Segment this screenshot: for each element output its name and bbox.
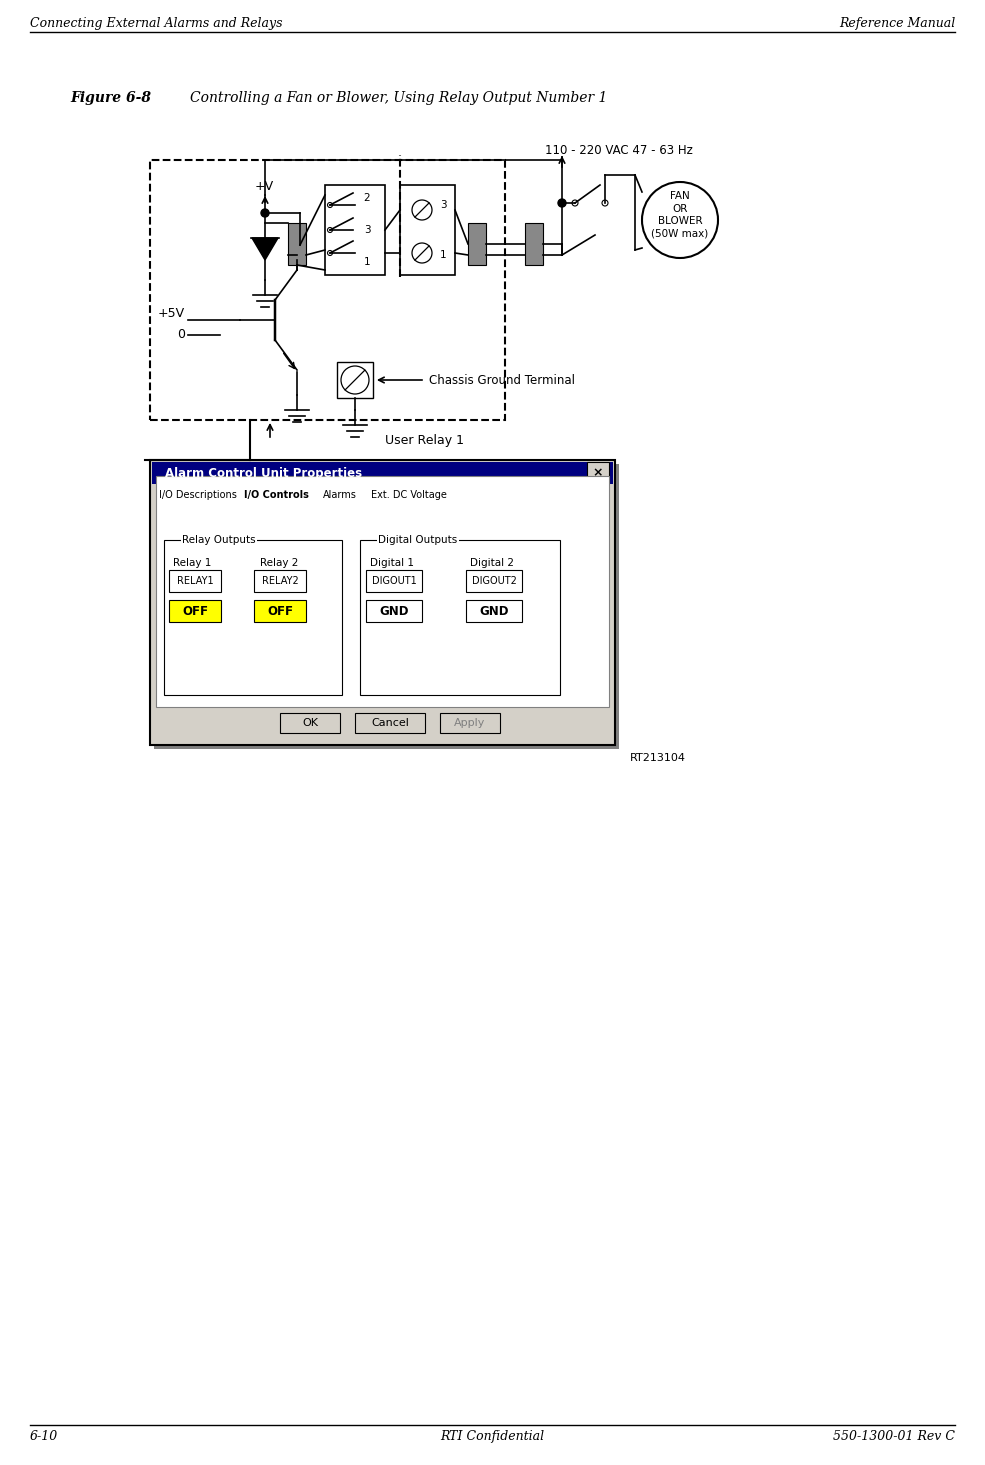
Text: Alarms: Alarms bbox=[323, 489, 357, 500]
Text: 1: 1 bbox=[439, 251, 446, 259]
Bar bbox=[150, 460, 615, 746]
Text: Ext. DC Voltage: Ext. DC Voltage bbox=[371, 489, 447, 500]
Text: I/O Descriptions: I/O Descriptions bbox=[159, 489, 237, 500]
Text: Digital Outputs: Digital Outputs bbox=[378, 535, 457, 545]
Text: FAN
OR
BLOWER
(50W max): FAN OR BLOWER (50W max) bbox=[651, 192, 708, 239]
Text: 6-10: 6-10 bbox=[30, 1430, 58, 1443]
Text: +V: +V bbox=[255, 180, 274, 193]
Text: 550-1300-01 Rev C: 550-1300-01 Rev C bbox=[833, 1430, 955, 1443]
Text: 3: 3 bbox=[363, 226, 370, 234]
Text: I/O Controls: I/O Controls bbox=[243, 489, 308, 500]
Bar bbox=[325, 185, 385, 275]
Bar bbox=[440, 713, 500, 732]
Text: RELAY2: RELAY2 bbox=[262, 576, 298, 586]
Text: 0: 0 bbox=[177, 328, 185, 341]
Bar bbox=[337, 362, 373, 398]
Text: 2: 2 bbox=[363, 193, 370, 204]
Bar bbox=[366, 601, 422, 623]
Bar bbox=[150, 160, 505, 420]
Bar bbox=[152, 461, 613, 483]
Bar bbox=[466, 570, 522, 592]
Bar bbox=[468, 223, 486, 265]
Bar bbox=[164, 541, 342, 694]
Bar bbox=[366, 570, 422, 592]
Bar bbox=[314, 483, 366, 505]
Text: Connecting External Alarms and Relays: Connecting External Alarms and Relays bbox=[30, 18, 283, 29]
Text: RELAY1: RELAY1 bbox=[176, 576, 214, 586]
Text: DIGOUT2: DIGOUT2 bbox=[472, 576, 516, 586]
Bar bbox=[360, 541, 560, 694]
Text: Digital 1: Digital 1 bbox=[370, 558, 414, 568]
Bar bbox=[254, 570, 306, 592]
Text: 3: 3 bbox=[439, 201, 446, 209]
Text: Controlling a Fan or Blower, Using Relay Output Number 1: Controlling a Fan or Blower, Using Relay… bbox=[190, 91, 608, 105]
Text: ×: × bbox=[593, 466, 603, 479]
Text: Apply: Apply bbox=[454, 718, 486, 728]
Text: RTI Confidential: RTI Confidential bbox=[440, 1430, 545, 1443]
Text: Cancel: Cancel bbox=[371, 718, 409, 728]
Bar bbox=[158, 483, 238, 505]
Text: Relay Outputs: Relay Outputs bbox=[182, 535, 256, 545]
Text: GND: GND bbox=[480, 605, 508, 618]
Text: DIGOUT1: DIGOUT1 bbox=[371, 576, 417, 586]
Circle shape bbox=[558, 199, 566, 207]
Bar bbox=[587, 461, 609, 483]
Text: Relay 2: Relay 2 bbox=[260, 558, 298, 568]
Text: 110 - 220 VAC 47 - 63 Hz: 110 - 220 VAC 47 - 63 Hz bbox=[545, 144, 692, 157]
Text: User Relay 1: User Relay 1 bbox=[385, 434, 464, 447]
Bar bbox=[525, 223, 543, 265]
Text: Alarm Control Unit Properties: Alarm Control Unit Properties bbox=[165, 466, 362, 479]
Bar bbox=[466, 601, 522, 623]
Text: OFF: OFF bbox=[182, 605, 208, 618]
Text: 1: 1 bbox=[363, 256, 370, 267]
Bar bbox=[280, 713, 340, 732]
Text: Reference Manual: Reference Manual bbox=[839, 18, 955, 29]
Bar bbox=[355, 713, 425, 732]
Bar bbox=[169, 601, 221, 623]
Text: Relay 1: Relay 1 bbox=[172, 558, 211, 568]
Circle shape bbox=[261, 209, 269, 217]
Text: RT213104: RT213104 bbox=[630, 753, 686, 763]
Text: Figure 6-8: Figure 6-8 bbox=[70, 91, 151, 105]
Bar bbox=[156, 476, 609, 708]
Bar bbox=[400, 185, 455, 275]
Text: Chassis Ground Terminal: Chassis Ground Terminal bbox=[429, 374, 575, 387]
Bar bbox=[254, 601, 306, 623]
Polygon shape bbox=[252, 237, 278, 259]
Text: GND: GND bbox=[379, 605, 409, 618]
Text: OK: OK bbox=[302, 718, 318, 728]
Bar bbox=[154, 464, 619, 749]
Text: OFF: OFF bbox=[267, 605, 293, 618]
Bar bbox=[169, 570, 221, 592]
Bar bbox=[368, 483, 450, 505]
Text: Digital 2: Digital 2 bbox=[470, 558, 514, 568]
Bar bbox=[240, 483, 312, 505]
Text: +5V: +5V bbox=[158, 306, 185, 319]
Bar bbox=[288, 223, 306, 265]
